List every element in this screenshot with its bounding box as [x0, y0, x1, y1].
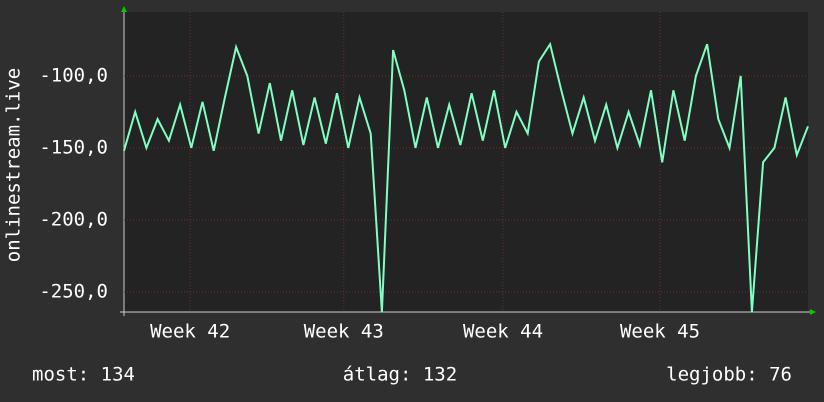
data-line: [123, 41, 809, 313]
footer-stat: most: 134: [32, 364, 135, 386]
footer-stat: legjobb: 76: [666, 364, 792, 386]
axis-arrow: [121, 6, 127, 12]
footer-stat: átlag: 132: [343, 364, 457, 386]
plot-area: [124, 12, 808, 312]
x-tick-label: Week 45: [620, 321, 700, 343]
x-tick-label: Week 43: [304, 321, 384, 343]
y-tick-label: -200,0: [39, 208, 108, 230]
x-tick-label: Week 44: [463, 321, 543, 343]
y-axis-label: onlinestream.live: [3, 68, 25, 262]
axis-arrow: [810, 309, 816, 315]
x-tick-label: Week 42: [150, 321, 230, 343]
y-tick-label: -250,0: [39, 280, 108, 302]
y-tick-label: -150,0: [39, 136, 108, 158]
y-tick-label: -100,0: [39, 64, 108, 86]
